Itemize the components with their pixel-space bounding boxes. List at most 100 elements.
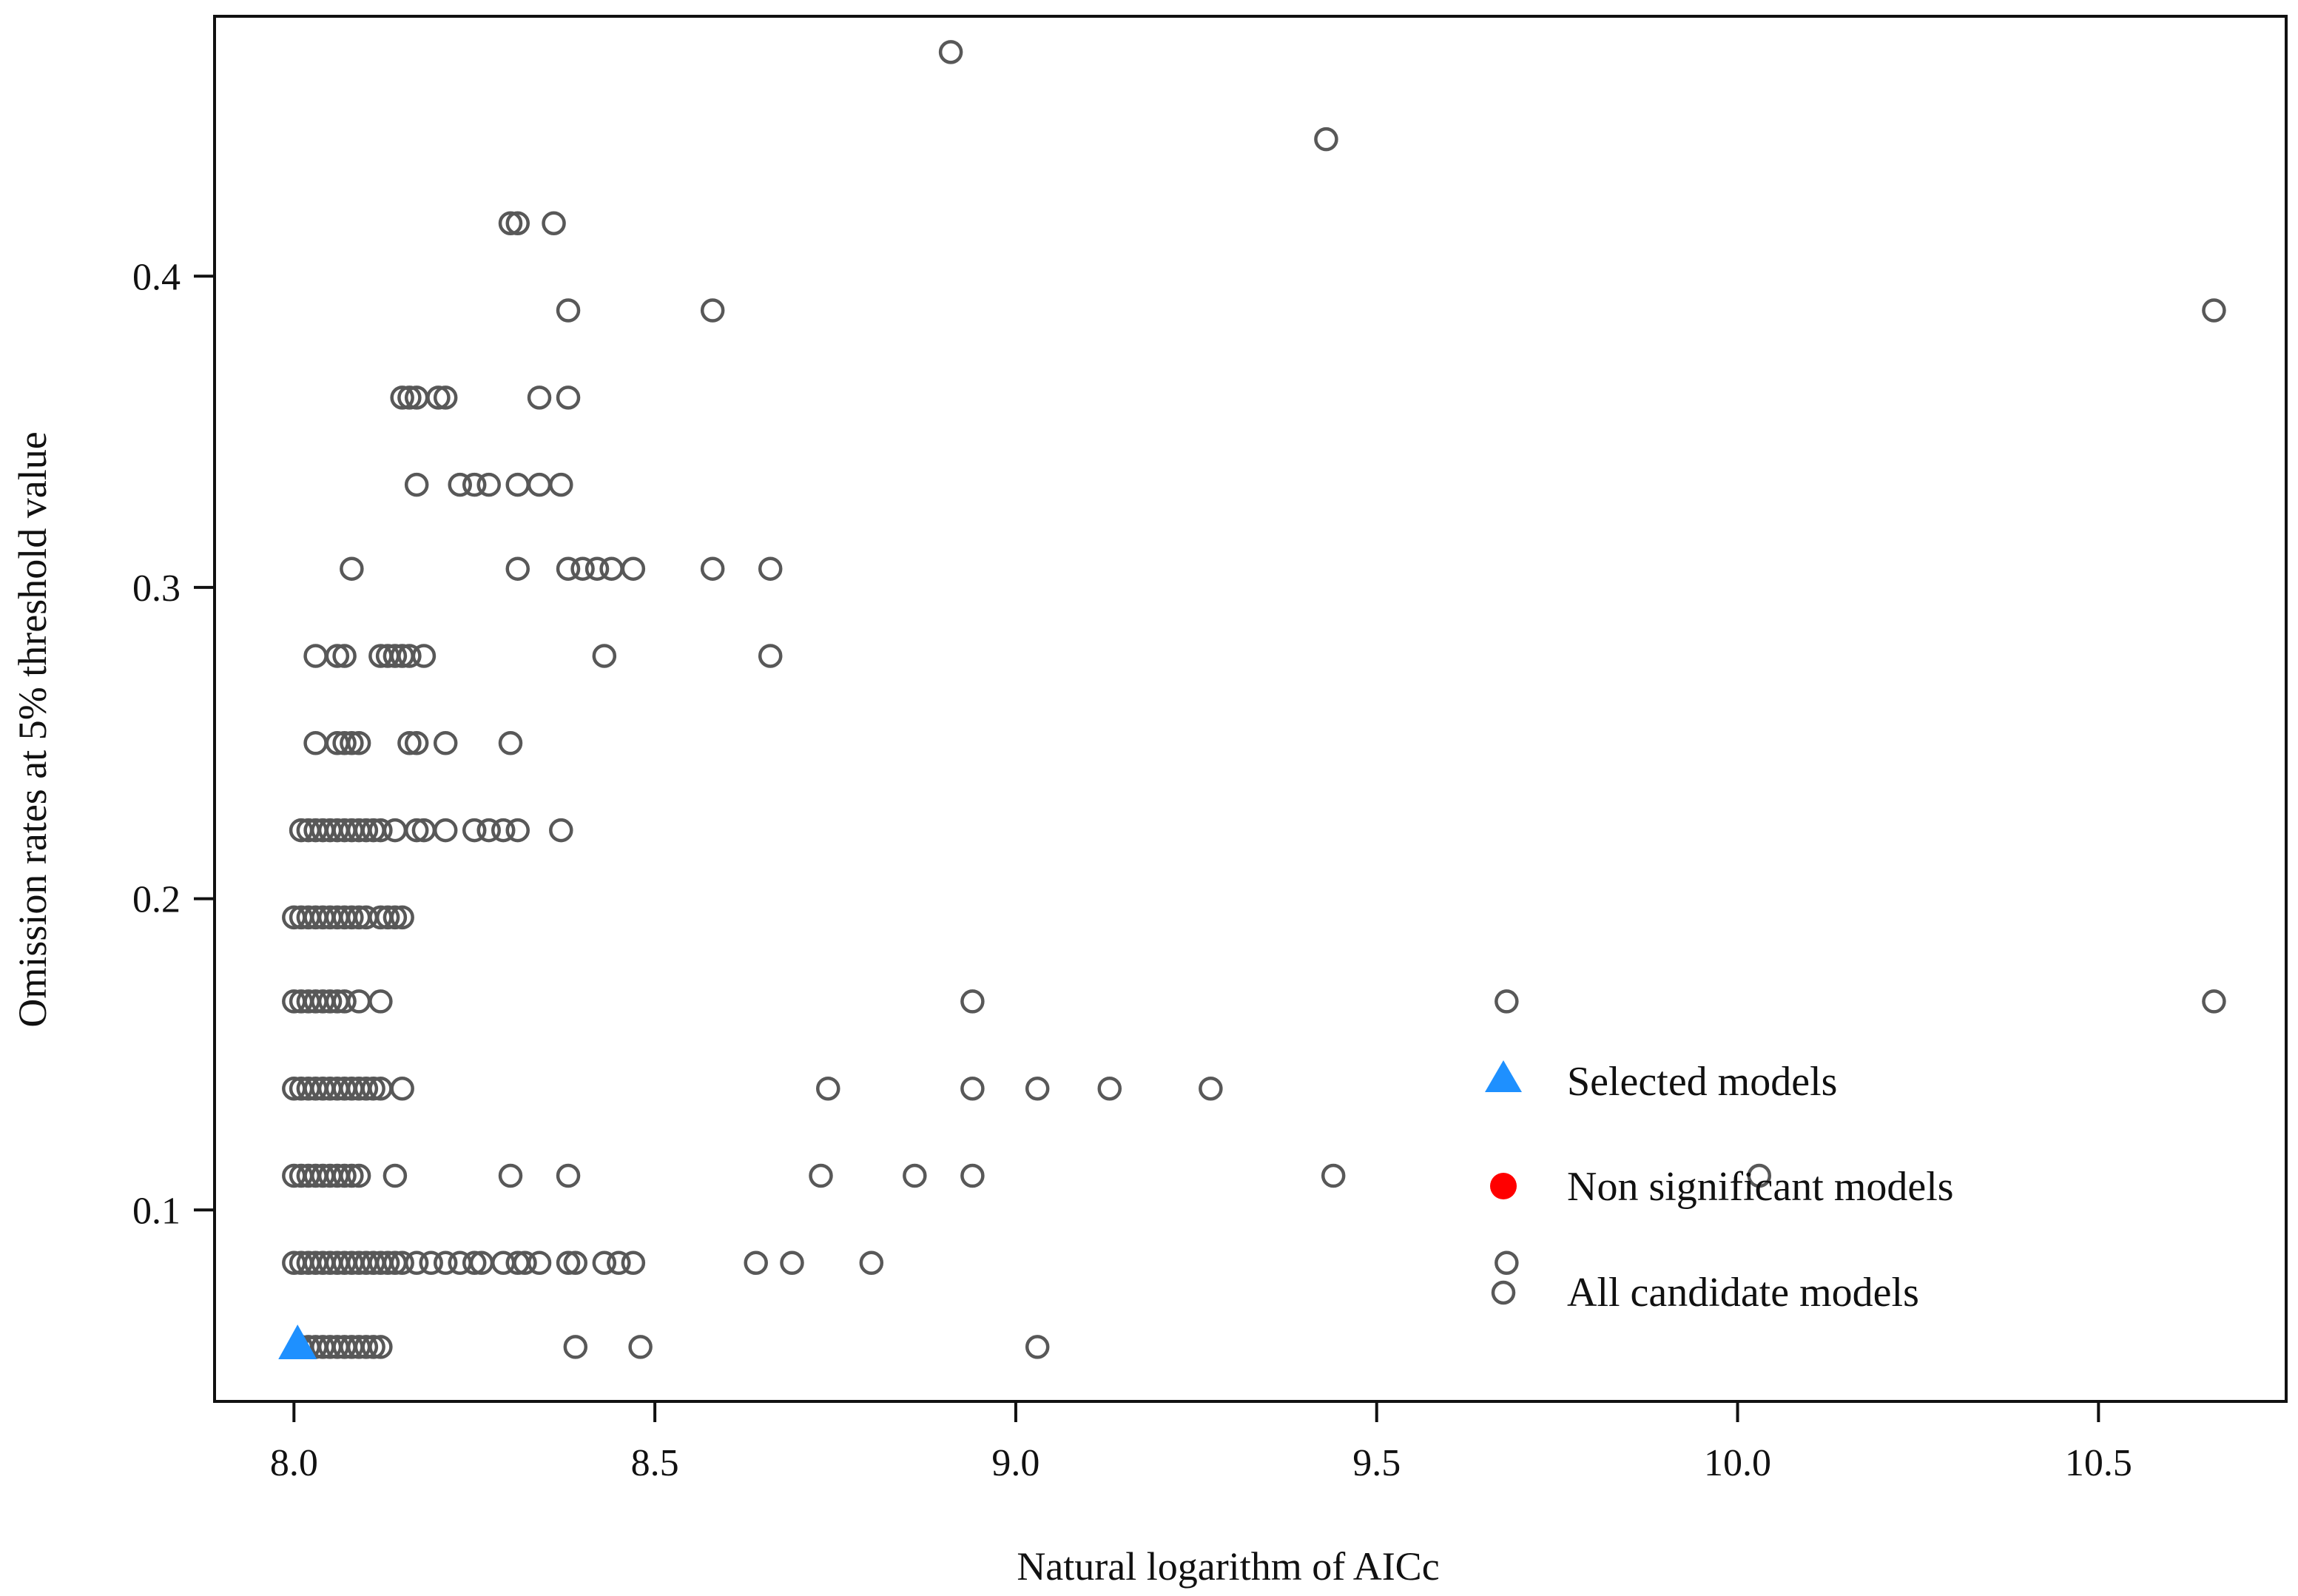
candidate-model-point — [549, 818, 573, 843]
candidate-model-point — [332, 1163, 357, 1188]
candidate-model-point — [491, 818, 516, 843]
candidate-model-point — [505, 211, 530, 235]
candidate-model-point — [346, 731, 371, 755]
candidate-model-point — [361, 1076, 385, 1101]
candidate-model-point — [542, 211, 566, 235]
y-axis: 0.1 0.2 0.3 0.4 — [132, 256, 215, 1232]
candidate-model-point — [390, 1250, 414, 1276]
candidate-model-point — [340, 731, 364, 755]
candidate-model-point — [476, 472, 501, 497]
candidate-model-point — [419, 1250, 443, 1276]
candidate-model-point — [390, 1076, 414, 1101]
candidate-model-point — [1495, 1250, 1519, 1276]
candidate-model-point — [549, 472, 573, 497]
y-tick-label: 0.1 — [132, 1190, 181, 1232]
candidate-model-point — [859, 1250, 884, 1276]
candidate-model-point — [397, 731, 422, 755]
candidate-model-point — [1097, 1076, 1122, 1101]
candidate-model-point — [498, 211, 523, 235]
candidate-model-point — [700, 298, 725, 323]
candidate-model-point — [700, 556, 725, 581]
candidate-model-point — [433, 1250, 458, 1276]
candidate-model-point — [404, 472, 429, 497]
candidate-model-point — [1747, 1163, 1772, 1188]
candidate-model-point — [354, 1335, 379, 1359]
candidate-model-point — [426, 385, 451, 410]
candidate-model-point — [404, 818, 429, 843]
candidate-model-point — [556, 385, 581, 410]
y-tick-label: 0.2 — [132, 879, 181, 921]
candidate-model-point — [1025, 1076, 1050, 1101]
candidate-model-point — [498, 1163, 523, 1188]
candidate-model-point — [476, 818, 501, 843]
candidate-model-point — [383, 644, 408, 668]
candidate-model-point — [809, 1163, 833, 1188]
legend-marker-candidate — [1491, 1280, 1516, 1305]
candidate-model-point — [340, 905, 364, 930]
x-axis: 8.0 8.5 9.0 9.5 10.0 10.5 — [270, 1401, 2132, 1484]
x-tick-label: 9.0 — [991, 1442, 1040, 1484]
candidate-model-point — [592, 1250, 617, 1276]
legend: Selected models Non significant models A… — [1485, 1059, 1954, 1316]
candidate-model-point — [1321, 1163, 1346, 1188]
candidate-model-point — [397, 385, 422, 410]
candidate-model-point — [505, 818, 530, 843]
candidate-model-point — [433, 818, 458, 843]
candidate-model-point — [375, 905, 400, 930]
candidate-model-point — [505, 556, 530, 581]
candidate-model-point — [462, 818, 487, 843]
points-layer — [278, 40, 2226, 1359]
candidate-model-point — [340, 556, 364, 581]
candidate-model-point — [390, 385, 414, 410]
candidate-model-point — [621, 556, 646, 581]
candidate-model-point — [383, 905, 408, 930]
legend-label-selected: Selected models — [1567, 1059, 1837, 1105]
candidate-model-point — [404, 731, 429, 755]
candidate-model-point — [361, 1335, 385, 1359]
candidate-model-point — [433, 731, 458, 755]
candidate-model-point — [758, 644, 783, 668]
candidate-model-point — [938, 40, 963, 64]
candidate-model-point — [397, 644, 422, 668]
candidate-model-point — [325, 644, 350, 668]
y-tick-label: 0.3 — [132, 568, 181, 610]
legend-marker-selected — [1485, 1060, 1522, 1092]
candidate-model-point — [556, 556, 581, 581]
candidate-model-point — [744, 1250, 768, 1276]
x-tick-label: 10.0 — [1704, 1442, 1771, 1484]
candidate-model-point — [607, 1250, 631, 1276]
candidate-model-point — [411, 644, 437, 668]
candidate-model-point — [354, 818, 379, 843]
x-axis-title: Natural logarithm of AICc — [1017, 1544, 1439, 1589]
candidate-model-point — [2202, 989, 2226, 1014]
candidate-model-point — [513, 1250, 537, 1276]
candidate-model-point — [332, 731, 357, 755]
candidate-model-point — [368, 989, 393, 1014]
candidate-model-point — [584, 556, 610, 581]
candidate-model-point — [390, 905, 414, 930]
candidate-model-point — [527, 385, 552, 410]
candidate-model-point — [628, 1335, 653, 1359]
candidate-model-point — [1495, 989, 1519, 1014]
candidate-model-point — [368, 818, 393, 843]
candidate-model-point — [758, 556, 783, 581]
candidate-model-point — [816, 1076, 840, 1101]
candidate-model-point — [462, 472, 487, 497]
candidate-model-point — [563, 1250, 588, 1276]
selected-model-point — [278, 1324, 317, 1359]
x-tick-label: 10.5 — [2065, 1442, 2132, 1484]
candidate-model-point — [332, 989, 357, 1014]
candidate-model-point — [448, 472, 472, 497]
candidate-model-point — [1314, 127, 1338, 152]
plot-frame — [213, 15, 2288, 1403]
candidate-model-point — [960, 1076, 985, 1101]
x-tick-label: 8.5 — [631, 1442, 679, 1484]
candidate-model-point — [346, 1163, 371, 1188]
candidate-model-point — [621, 1250, 646, 1276]
candidate-model-point — [556, 1163, 581, 1188]
x-tick-label: 9.5 — [1352, 1442, 1401, 1484]
candidate-model-point — [592, 644, 617, 668]
candidate-model-point — [960, 1163, 985, 1188]
legend-label-candidate: All candidate models — [1567, 1270, 1919, 1316]
candidate-model-point — [354, 1076, 379, 1101]
